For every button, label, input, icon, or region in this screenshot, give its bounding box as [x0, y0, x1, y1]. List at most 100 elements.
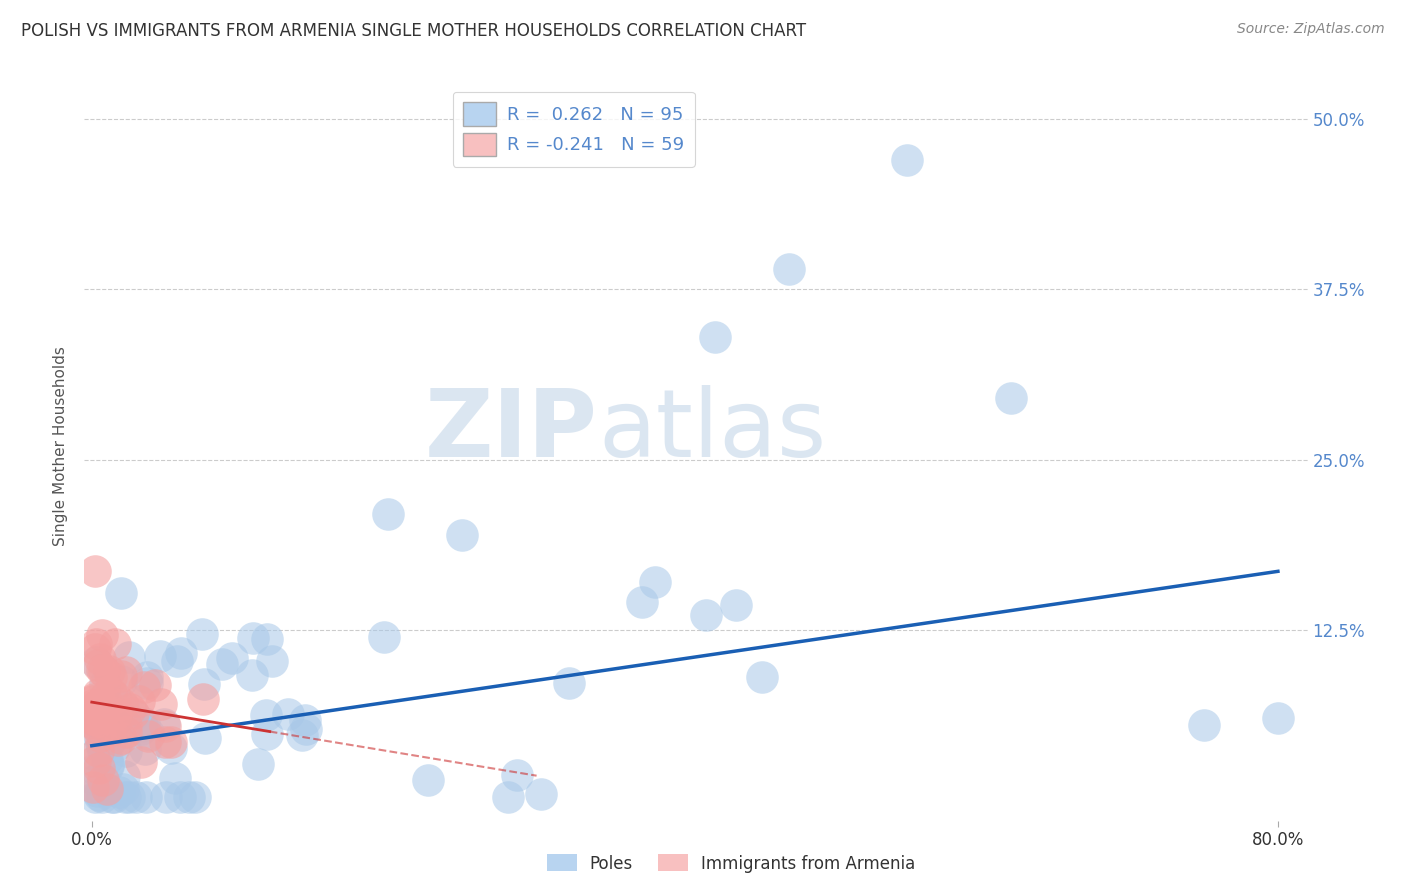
Point: [246, 757, 269, 772]
Point: [91, 709, 114, 723]
Point: [112, 698, 135, 713]
Point: [115, 665, 138, 679]
Point: [98, 664, 121, 678]
Point: [169, 790, 191, 805]
Point: [118, 649, 141, 664]
Point: [724, 599, 747, 613]
Point: [169, 647, 191, 661]
Point: [110, 731, 132, 746]
Point: [1192, 718, 1215, 732]
Point: [262, 653, 284, 667]
Point: [104, 637, 127, 651]
Point: [529, 787, 551, 801]
Point: [83, 790, 105, 805]
Point: [131, 718, 153, 732]
Point: [82, 716, 104, 731]
Point: [1000, 392, 1022, 406]
Point: [103, 790, 125, 805]
Point: [108, 785, 131, 799]
Point: [91, 773, 114, 788]
Point: [90, 739, 112, 753]
Point: [111, 781, 134, 796]
Point: [83, 692, 105, 706]
Legend: R =  0.262   N = 95, R = -0.241   N = 59: R = 0.262 N = 95, R = -0.241 N = 59: [453, 92, 695, 167]
Text: ZIP: ZIP: [425, 385, 598, 477]
Point: [703, 330, 725, 344]
Point: [84, 656, 107, 670]
Point: [93, 690, 115, 704]
Point: [294, 714, 316, 728]
Y-axis label: Single Mother Households: Single Mother Households: [53, 346, 69, 546]
Point: [630, 594, 652, 608]
Point: [90, 740, 112, 755]
Point: [89, 700, 111, 714]
Point: [211, 657, 233, 671]
Point: [254, 707, 277, 722]
Point: [115, 718, 138, 732]
Point: [125, 789, 148, 804]
Point: [256, 632, 278, 647]
Point: [110, 668, 132, 682]
Point: [84, 636, 107, 650]
Point: [143, 678, 166, 692]
Point: [451, 527, 474, 541]
Point: [506, 767, 529, 781]
Point: [240, 667, 263, 681]
Point: [83, 754, 105, 768]
Point: [112, 768, 135, 782]
Point: [91, 790, 114, 805]
Point: [89, 709, 111, 723]
Point: [110, 585, 132, 599]
Point: [558, 676, 581, 690]
Point: [87, 744, 110, 758]
Point: [83, 762, 105, 776]
Point: [149, 648, 172, 663]
Point: [377, 507, 399, 521]
Point: [87, 714, 110, 728]
Point: [115, 744, 138, 758]
Point: [153, 717, 176, 731]
Point: [134, 741, 156, 756]
Point: [100, 670, 122, 684]
Point: [97, 757, 120, 772]
Point: [82, 693, 104, 707]
Point: [256, 726, 278, 740]
Point: [103, 690, 125, 704]
Point: [83, 708, 105, 723]
Point: [94, 676, 117, 690]
Point: [89, 652, 111, 666]
Point: [91, 706, 114, 721]
Point: [132, 715, 155, 730]
Point: [644, 575, 666, 590]
Point: [91, 663, 114, 677]
Point: [100, 790, 122, 805]
Point: [96, 752, 118, 766]
Point: [110, 673, 132, 688]
Point: [135, 790, 157, 805]
Point: [97, 734, 120, 748]
Point: [111, 697, 134, 711]
Point: [90, 735, 112, 749]
Point: [100, 723, 122, 738]
Point: [160, 741, 183, 756]
Point: [194, 731, 217, 746]
Point: [91, 628, 114, 642]
Point: [82, 698, 104, 712]
Point: [128, 693, 150, 707]
Point: [695, 608, 717, 623]
Point: [86, 698, 108, 713]
Point: [82, 780, 104, 794]
Point: [87, 658, 110, 673]
Point: [150, 698, 173, 712]
Point: [89, 729, 111, 743]
Point: [83, 565, 105, 579]
Point: [91, 713, 114, 727]
Point: [83, 724, 105, 739]
Point: [291, 728, 314, 742]
Point: [122, 707, 145, 722]
Point: [193, 676, 215, 690]
Point: [117, 790, 139, 805]
Point: [104, 739, 127, 753]
Point: [131, 755, 153, 769]
Point: [86, 698, 108, 713]
